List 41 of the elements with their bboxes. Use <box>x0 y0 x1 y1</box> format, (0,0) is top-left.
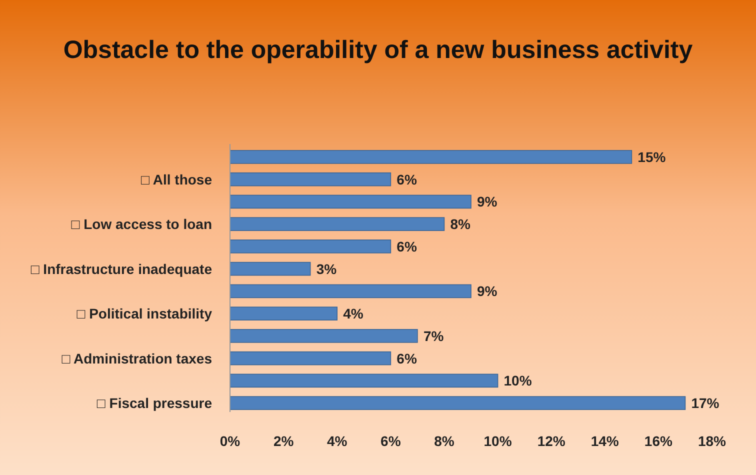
x-tick-label: 12% <box>537 433 566 449</box>
bar <box>230 262 311 276</box>
data-label: 9% <box>477 194 498 210</box>
data-label: 3% <box>316 260 338 277</box>
bar <box>230 374 498 388</box>
bar <box>230 306 338 320</box>
y-tick-label: □ Low access to loan <box>71 216 212 232</box>
bar <box>230 217 445 231</box>
x-tick-label: 10% <box>484 433 512 449</box>
data-label: 4% <box>343 306 364 322</box>
y-tick-label: □ Administration taxes <box>62 350 212 366</box>
bar <box>230 240 392 254</box>
chart-title: Obstacle to the operability of a new business activity <box>63 36 693 64</box>
data-label: 7% <box>423 328 444 344</box>
data-label: 10% <box>504 372 532 389</box>
bar <box>230 396 686 410</box>
data-label: 6% <box>396 238 418 254</box>
bar <box>230 329 418 343</box>
bar <box>230 150 632 164</box>
data-label: 17% <box>691 395 720 412</box>
y-tick-label: □ All those <box>141 171 212 188</box>
data-label: 9% <box>477 283 498 300</box>
y-tick-label: □ Political instability <box>76 306 212 322</box>
x-tick-label: 18% <box>698 433 727 449</box>
data-label: 6% <box>396 350 418 366</box>
data-label: 6% <box>396 171 418 188</box>
x-tick-label: 16% <box>644 433 673 449</box>
x-tick-label: 4% <box>326 433 348 449</box>
bar <box>230 351 392 366</box>
data-label: 15% <box>638 148 666 165</box>
bar <box>230 284 472 298</box>
bar <box>230 172 392 186</box>
y-tick-label: □ Fiscal pressure <box>96 395 212 412</box>
x-tick-label: 6% <box>380 433 402 449</box>
bar <box>230 194 472 209</box>
x-tick-label: 0% <box>220 433 241 449</box>
x-tick-label: 14% <box>590 433 620 449</box>
y-tick-label: □ Infrastructure inadequate <box>30 260 212 277</box>
x-tick-label: 8% <box>434 433 455 449</box>
x-tick-label: 2% <box>273 433 294 449</box>
data-label: 8% <box>450 216 472 232</box>
